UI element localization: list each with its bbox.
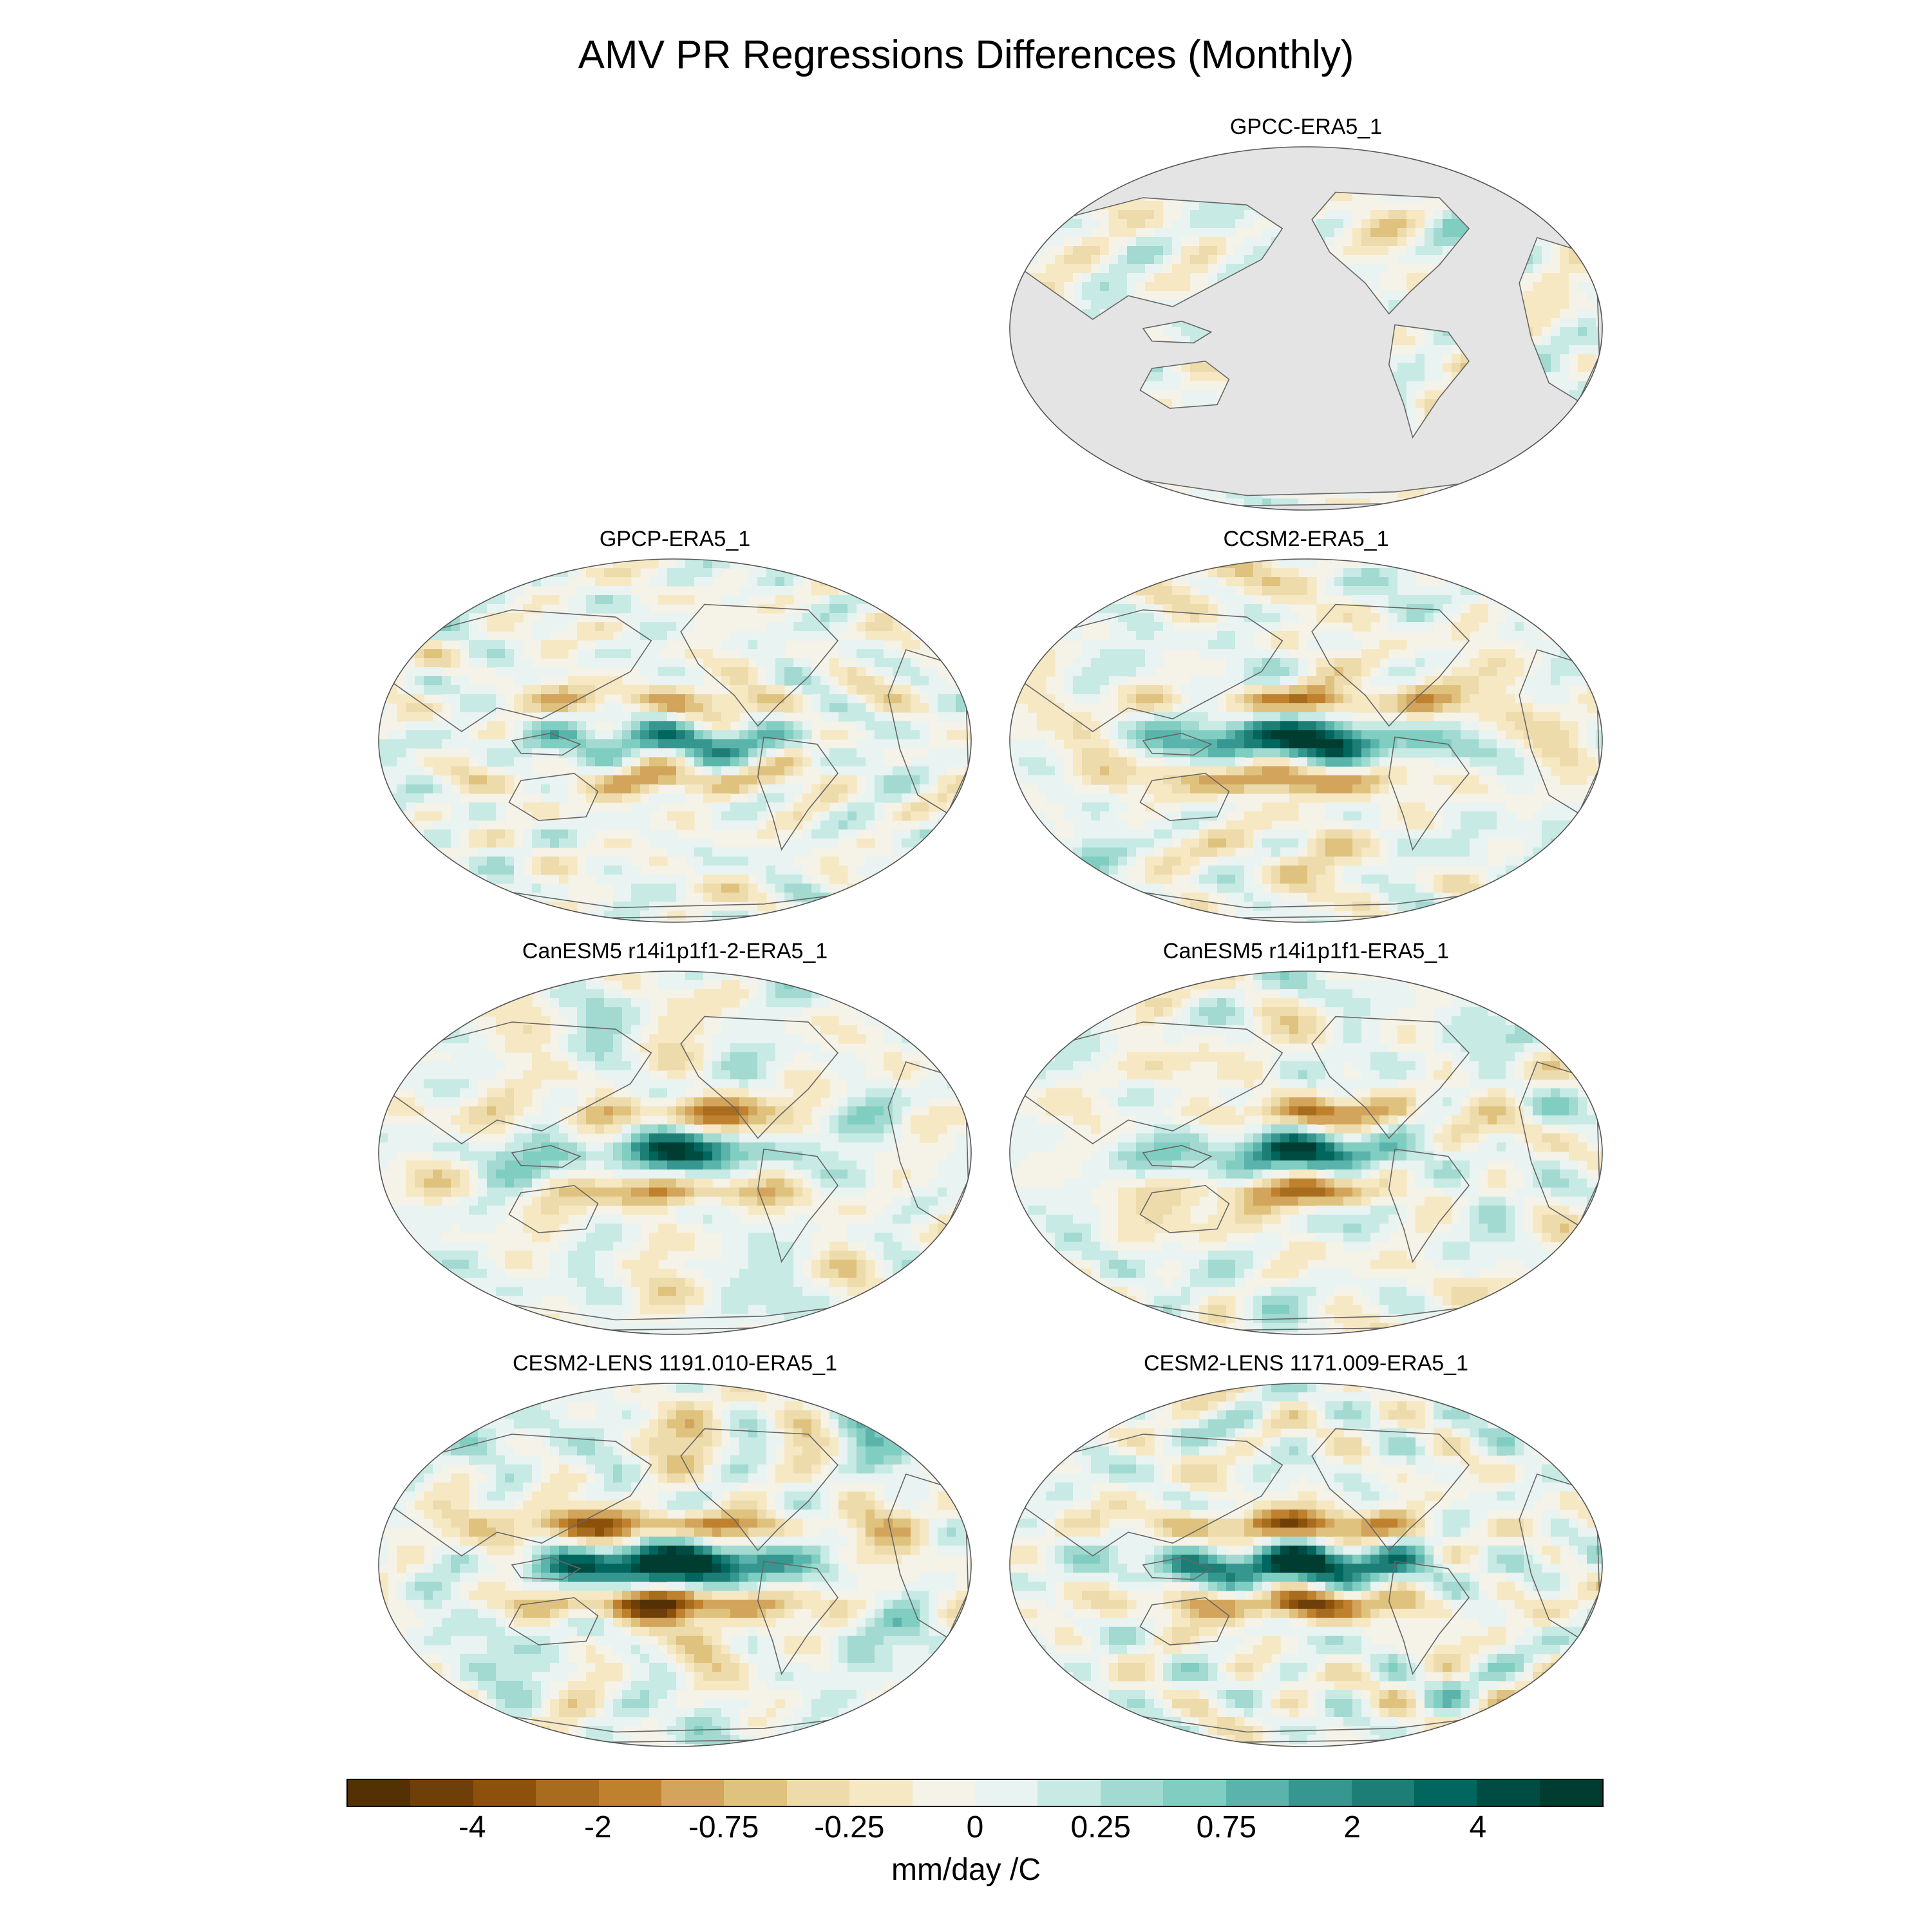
coastline	[1311, 1428, 1470, 1551]
colorbar-tick-label: 0.75	[1196, 1810, 1257, 1844]
coastline	[1388, 1560, 1470, 1676]
coastline	[680, 603, 839, 727]
colorbar-swatch	[724, 1780, 787, 1806]
panel-title: GPCP-ERA5_1	[599, 527, 751, 551]
coastline	[757, 1148, 839, 1264]
coastline	[508, 1184, 599, 1233]
figure-title: AMV PR Regressions Differences (Monthly)	[578, 33, 1354, 77]
coastline	[1015, 197, 1283, 320]
colorbar-swatch	[1037, 1780, 1101, 1806]
coastline	[1139, 772, 1230, 821]
colorbar-tick-label: 0	[966, 1810, 984, 1844]
colorbar-tick-label: -0.75	[688, 1810, 759, 1844]
colorbar-swatch	[849, 1780, 913, 1806]
colorbar-swatch	[975, 1780, 1038, 1806]
panel-title: CESM2-LENS 1191.010-ERA5_1	[513, 1351, 837, 1376]
coastline	[384, 1021, 652, 1144]
coastline	[1388, 324, 1470, 439]
colorbar-swatch	[1414, 1780, 1477, 1806]
coastline	[1142, 732, 1213, 756]
coastline	[757, 1560, 839, 1676]
colorbar-swatch	[1163, 1780, 1226, 1806]
colorbar-swatch	[1100, 1780, 1164, 1806]
coastline	[757, 736, 839, 851]
colorbar	[346, 1779, 1604, 1807]
map-panel	[1009, 971, 1603, 1335]
map-panel	[1009, 146, 1603, 511]
coastline	[1139, 1184, 1230, 1233]
colorbar-swatch	[473, 1780, 536, 1806]
coastline	[1142, 320, 1213, 344]
colorbar-tick-label: -4	[458, 1810, 486, 1844]
colorbar-swatch	[1289, 1780, 1352, 1806]
colorbar-swatch	[348, 1780, 411, 1806]
panel-title: CanESM5 r14i1p1f1-ERA5_1	[1162, 939, 1450, 963]
coastline	[508, 772, 599, 821]
coastline	[1142, 1557, 1213, 1580]
coastline	[508, 1596, 599, 1645]
colorbar-tick-label: 4	[1469, 1810, 1487, 1844]
coastline	[384, 1434, 652, 1557]
colorbar-swatch	[786, 1780, 850, 1806]
coastline	[1015, 609, 1283, 732]
coastline	[384, 609, 652, 732]
colorbar-swatch	[598, 1780, 662, 1806]
coastline	[1015, 1434, 1283, 1557]
colorbar-swatch	[661, 1780, 724, 1806]
colorbar-swatch	[410, 1780, 473, 1806]
coastline	[680, 1428, 839, 1551]
panel-title: CCSM2-ERA5_1	[1223, 527, 1389, 551]
coastline	[680, 1016, 839, 1139]
coastline	[511, 1557, 582, 1580]
coastline	[1388, 736, 1470, 851]
map-panel	[1009, 1383, 1603, 1747]
coastline	[1142, 1144, 1213, 1168]
coastline	[511, 732, 582, 756]
colorbar-swatch	[1351, 1780, 1414, 1806]
map-panel	[378, 971, 972, 1335]
panel-title: CESM2-LENS 1171.009-ERA5_1	[1144, 1351, 1468, 1376]
colorbar-swatch	[1226, 1780, 1289, 1806]
colorbar-tick-label: -0.25	[814, 1810, 885, 1844]
coastline	[1311, 603, 1470, 727]
coastline	[511, 1144, 582, 1168]
map-panel	[378, 1383, 972, 1747]
coastline	[1015, 1021, 1283, 1144]
colorbar-swatch	[536, 1780, 599, 1806]
coastline	[1388, 1148, 1470, 1264]
coastline	[1311, 1016, 1470, 1139]
coastline	[1311, 191, 1470, 315]
coastline	[1139, 360, 1230, 409]
colorbar-tick-label: 2	[1343, 1810, 1361, 1844]
panel-title: CanESM5 r14i1p1f1-2-ERA5_1	[522, 939, 828, 963]
map-panel	[378, 558, 972, 923]
colorbar-swatch	[912, 1780, 976, 1806]
colorbar-swatch	[1477, 1780, 1540, 1806]
colorbar-swatch	[1539, 1780, 1603, 1806]
colorbar-label: mm/day /C	[891, 1853, 1041, 1887]
map-panel	[1009, 558, 1603, 923]
colorbar-tick-label: -2	[584, 1810, 612, 1844]
coastline	[1139, 1596, 1230, 1645]
colorbar-tick-label: 0.25	[1070, 1810, 1131, 1844]
panel-title: GPCC-ERA5_1	[1229, 115, 1383, 139]
